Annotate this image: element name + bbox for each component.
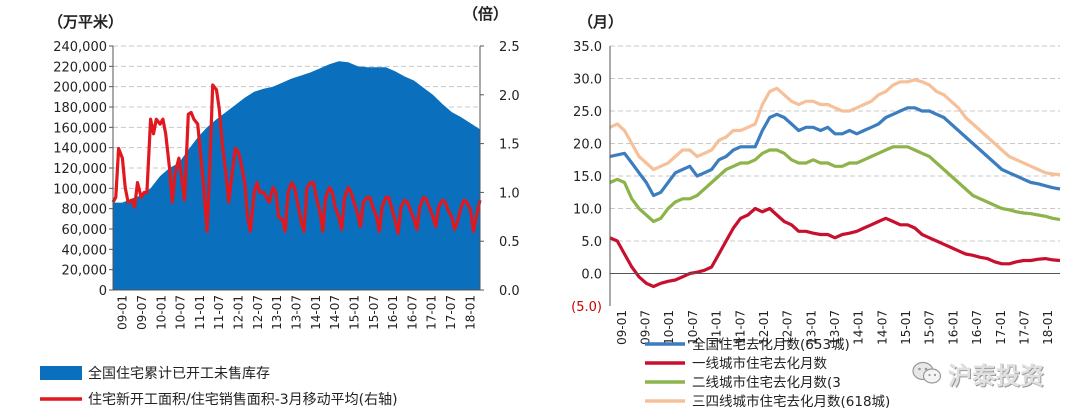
legend-label-ratio: 住宅新开工面积/住宅销售面积-3月移动平均(右轴) [88, 392, 398, 408]
y-tick-label: 35.0 [573, 40, 602, 55]
right-tick-label: 0.5 [499, 235, 520, 250]
x-tick-label: 10-07 [686, 310, 700, 345]
x-tick-label: 15-07 [923, 310, 937, 345]
series-line [609, 145, 1061, 224]
x-tick-label: 17-01 [425, 295, 439, 330]
x-tick-label: 18-01 [463, 295, 477, 330]
ratio-line [111, 83, 482, 235]
wechat-logo-icon [912, 361, 942, 384]
x-tick-label: 12-01 [232, 295, 246, 330]
y-tick-label: 140,000 [53, 142, 107, 157]
y-tick-label: 20,000 [62, 264, 108, 279]
right-x-ticks: 09-01 09-07 10-01 10-07 11-01 11-07 12-01 12-07… [615, 310, 1055, 345]
right-tick-label: 0.0 [499, 284, 520, 299]
y-tick-label: 5.0 [581, 235, 602, 250]
y-tick-label: 160,000 [53, 121, 107, 136]
right-tick-label: 1.0 [499, 186, 520, 201]
x-tick-label: 09-07 [639, 310, 653, 345]
y-tick-label: 80,000 [62, 203, 108, 218]
legend-label: 全国住宅去化月数(653城) [692, 336, 850, 353]
x-tick-label: 09-01 [116, 295, 130, 330]
left-legend: 全国住宅累计已开工未售库存 住宅新开工面积/住宅销售面积-3月移动平均(右轴) [40, 365, 398, 408]
series-line [609, 106, 1061, 198]
y-tick-label: 100,000 [53, 182, 107, 197]
x-tick-label: 10-07 [174, 295, 188, 330]
x-tick-label: 10-01 [154, 295, 168, 330]
x-tick-label: 13-01 [804, 310, 818, 345]
right-chart-unit: （月） [578, 13, 623, 31]
series-line [609, 206, 1061, 289]
x-tick-label: 14-07 [875, 310, 889, 345]
x-tick-label: 17-07 [444, 295, 458, 330]
right-absorption-chart: （月） 35.030.025.020.015.010.05.00.0(5.0) … [571, 13, 1061, 410]
left-x-ticks: 09-01 09-07 10-01 10-07 11-01 11-07 12-01 12-07… [116, 295, 478, 330]
x-tick-label: 13-01 [270, 295, 284, 330]
inventory-area [113, 61, 480, 290]
y-tick-label: 20.0 [573, 138, 602, 153]
y-tick-label: 15.0 [573, 170, 602, 185]
y-tick-label: 40,000 [62, 243, 108, 258]
right-tick-label: 2.5 [499, 40, 520, 55]
left-axis-unit: （万平米） [48, 13, 123, 31]
x-tick-label: 14-01 [309, 295, 323, 330]
x-tick-label: 15-01 [347, 295, 361, 330]
y-tick-label: (5.0) [571, 300, 602, 315]
left-plot-area [111, 46, 482, 291]
x-tick-label: 10-01 [662, 310, 676, 345]
right-tick-label: 1.5 [499, 138, 520, 153]
right-tick-label: 2.0 [499, 89, 520, 104]
x-tick-label: 14-07 [328, 295, 342, 330]
left-inventory-chart: （万平米） （倍） 0 20,000 40,000 60,000 80,000 100,0… [40, 5, 520, 408]
y-tick-label: 10.0 [573, 203, 602, 218]
x-tick-label: 11-01 [193, 295, 207, 330]
x-tick-label: 09-01 [615, 310, 629, 345]
x-tick-label: 09-07 [135, 295, 149, 330]
y-tick-label: 220,000 [53, 60, 107, 75]
x-tick-label: 17-01 [994, 310, 1008, 345]
legend-label: 一线城市住宅去化月数 [692, 355, 827, 372]
x-tick-label: 11-07 [212, 295, 226, 330]
x-tick-label: 11-01 [710, 310, 724, 345]
legend-label: 三四线城市住宅去化月数(618城) [692, 393, 890, 410]
legend-label: 二线城市住宅去化月数(3 [692, 374, 841, 391]
x-tick-label: 12-07 [781, 310, 795, 345]
x-tick-label: 16-07 [405, 295, 419, 330]
right-axis-unit: （倍） [463, 5, 508, 23]
x-tick-label: 11-07 [733, 310, 747, 345]
right-chart-y-ticks: 35.0 30.0 25.0 20.0 15.0 10.0 5.0 0.0 (5.0) [571, 40, 602, 315]
y-tick-label: 200,000 [53, 81, 107, 96]
x-tick-label: 18-01 [1041, 310, 1055, 345]
y-tick-label: 0.0 [581, 268, 602, 283]
y-tick-label: 120,000 [53, 162, 107, 177]
y-tick-label: 240,000 [53, 40, 107, 55]
y-tick-label: 30.0 [573, 73, 602, 88]
y-tick-label: 60,000 [62, 223, 108, 238]
y-tick-label: 25.0 [573, 105, 602, 120]
x-tick-label: 16-07 [970, 310, 984, 345]
right-y-ticks: 0.0 0.5 1.0 1.5 2.0 2.5 [480, 40, 520, 299]
x-tick-label: 13-07 [828, 310, 842, 345]
legend-swatch-inventory [40, 366, 82, 380]
x-tick-label: 12-07 [251, 295, 265, 330]
x-tick-label: 13-07 [290, 295, 304, 330]
x-tick-label: 16-01 [386, 295, 400, 330]
watermark: 沪泰投资 [912, 355, 1072, 391]
x-tick-label: 15-07 [367, 295, 381, 330]
x-tick-label: 12-01 [757, 310, 771, 345]
y-tick-label: 0 [99, 284, 107, 299]
x-tick-label: 16-01 [946, 310, 960, 345]
right-plot-area [609, 46, 1061, 306]
legend-label-inventory: 全国住宅累计已开工未售库存 [88, 365, 270, 382]
series-line [609, 78, 1061, 177]
watermark-text: 沪泰投资 [948, 361, 1044, 390]
x-tick-label: 15-01 [899, 310, 913, 345]
x-tick-label: 14-01 [852, 310, 866, 345]
y-tick-label: 180,000 [53, 101, 107, 116]
x-tick-label: 17-07 [1017, 310, 1031, 345]
left-y-ticks: 0 20,000 40,000 60,000 80,000 100,000 120,000 1… [53, 40, 113, 299]
